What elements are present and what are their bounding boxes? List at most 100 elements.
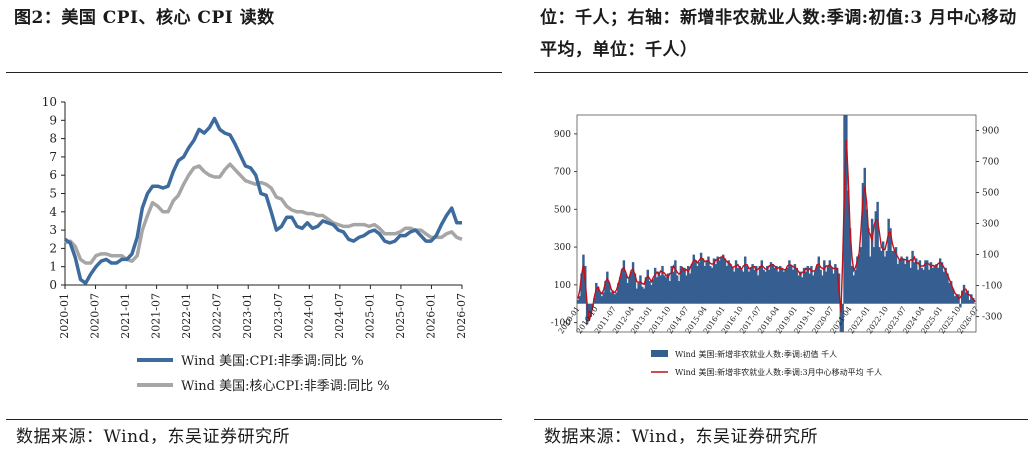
- y-tick-label-right: 100: [982, 251, 999, 261]
- top-rule: [6, 72, 502, 73]
- bar: [854, 269, 857, 304]
- bar: [641, 286, 644, 304]
- bar: [948, 282, 951, 304]
- bar: [789, 265, 793, 304]
- bar: [675, 275, 679, 304]
- bar: [944, 267, 947, 304]
- bar: [828, 260, 832, 304]
- bar: [966, 290, 969, 304]
- cpi-line: [64, 116, 462, 285]
- y-tick-label-left: 700: [554, 168, 571, 178]
- bar: [940, 262, 944, 304]
- bar: [767, 269, 771, 304]
- y-tick-label: 10: [42, 95, 57, 109]
- bar: [791, 269, 795, 304]
- bar: [972, 298, 975, 304]
- bar: [613, 294, 616, 304]
- bar: [903, 264, 907, 304]
- bar: [710, 267, 714, 304]
- source-note: 数据来源：Wind，东吴证券研究所: [544, 427, 818, 447]
- bar: [848, 228, 852, 304]
- bar: [646, 269, 650, 304]
- bar: [788, 260, 791, 304]
- y-tick-label-right: 700: [982, 158, 999, 168]
- bar: [815, 265, 819, 304]
- bar: [918, 260, 922, 304]
- bar: [771, 264, 775, 304]
- bar: [631, 262, 635, 304]
- bar: [885, 250, 889, 304]
- left-panel: 图2：美国 CPI、核心 CPI 读数 0 1 2 3 4 5 6 7 8 9 10 2020-01 2…: [0, 0, 506, 451]
- x-tick-label: 2023-01: [241, 293, 254, 339]
- bar: [764, 271, 767, 304]
- y-tick-label-right: 300: [982, 220, 999, 230]
- bar: [933, 265, 936, 304]
- bar: [635, 288, 638, 304]
- bar: [968, 299, 971, 304]
- bar: [881, 241, 885, 304]
- y-tick-label-left: 300: [554, 243, 571, 253]
- x-tick-label: 2022-07: [211, 293, 224, 339]
- bar: [617, 282, 620, 304]
- bar: [953, 296, 957, 304]
- bar: [869, 256, 872, 304]
- y-tick-label: 6: [49, 168, 57, 182]
- bar: [812, 275, 815, 304]
- bar: [650, 284, 653, 304]
- bar: [931, 267, 935, 304]
- bar: [962, 284, 966, 304]
- bar: [681, 269, 684, 304]
- bar: [652, 279, 655, 304]
- x-tick-label: 2026-07: [455, 293, 468, 339]
- bar: [937, 267, 940, 304]
- bar: [845, 115, 848, 304]
- bar: [896, 264, 900, 304]
- bar: [639, 275, 642, 304]
- bar: [687, 265, 690, 304]
- bar: [780, 267, 784, 304]
- bar: [795, 267, 798, 304]
- bar: [716, 256, 719, 304]
- bar: [846, 190, 850, 304]
- bar: [929, 262, 933, 304]
- bar: [703, 265, 707, 304]
- bar: [709, 265, 712, 304]
- legend-label: Wind 美国:新增非农就业人数:季调:初值 千人: [675, 349, 837, 359]
- x-tick-label: 2024-07: [333, 293, 346, 339]
- y-tick-label: 0: [49, 278, 57, 292]
- bar: [578, 296, 581, 304]
- bar: [657, 271, 661, 304]
- bar: [880, 250, 883, 304]
- bar: [620, 269, 624, 304]
- bar: [951, 288, 955, 304]
- bar: [596, 286, 600, 304]
- bar: [900, 256, 903, 304]
- legend-label: Wind 美国:CPI:非季调:同比 %: [181, 354, 364, 369]
- bar: [694, 260, 697, 304]
- bar: [970, 294, 973, 304]
- bar: [593, 298, 596, 304]
- bar: [823, 260, 826, 304]
- bar: [946, 273, 949, 304]
- bar: [766, 265, 769, 304]
- bar: [744, 256, 747, 304]
- bar: [858, 254, 861, 304]
- bar: [832, 273, 835, 304]
- bar: [920, 267, 923, 304]
- bar: [949, 281, 953, 304]
- bar: [760, 260, 764, 304]
- bar: [887, 218, 890, 304]
- bar: [604, 281, 607, 304]
- bar: [935, 264, 938, 304]
- bar: [835, 267, 839, 304]
- y-tick-label-left: -100: [551, 319, 571, 329]
- cpi-chart: 0 1 2 3 4 5 6 7 8 9 10 2020-01 2020-07 2021-01 2021-07…: [42, 95, 468, 394]
- bar: [688, 273, 692, 304]
- bar: [841, 303, 844, 332]
- bar: [876, 201, 879, 304]
- bar: [867, 228, 870, 304]
- bar: [872, 247, 876, 304]
- bar: [666, 273, 670, 304]
- x-tick-label: 2021-07: [150, 293, 163, 339]
- bar: [582, 254, 585, 304]
